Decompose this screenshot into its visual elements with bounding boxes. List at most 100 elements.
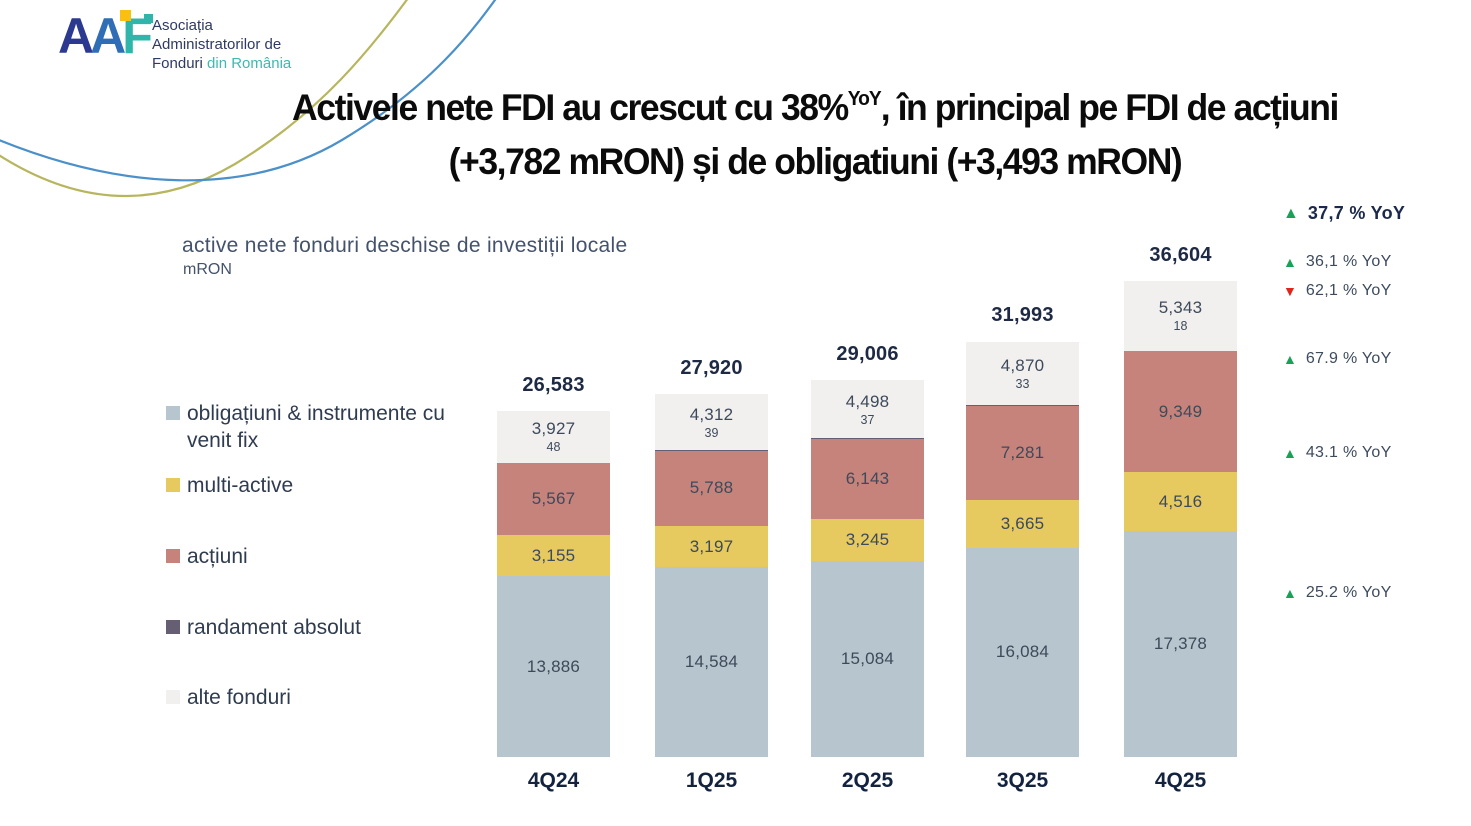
segment-value: 9,349 xyxy=(1158,401,1203,421)
bar-segment-4Q24-s2: 5,567 xyxy=(497,463,610,536)
yoy-up-icon: ▲ xyxy=(1283,585,1297,601)
logo-letters: AAF xyxy=(58,8,153,64)
bar-segment-1Q25-s0: 14,584 xyxy=(655,567,768,757)
bar-segment-3Q25-s0: 16,084 xyxy=(966,547,1079,757)
segment-value: 4,516 xyxy=(1158,491,1203,511)
bar-segment-2Q25-s0: 15,084 xyxy=(811,560,924,757)
bar-3Q25: 4,870 33 7,281 3,665 16,084 xyxy=(966,341,1079,757)
legend-swatch-multi-active xyxy=(166,478,180,492)
chart-unit-label: mRON xyxy=(183,261,232,278)
org-name-line1: Asociația xyxy=(152,17,213,34)
x-axis-label-4Q25: 4Q25 xyxy=(1154,769,1207,792)
x-axis-label-1Q25: 1Q25 xyxy=(685,769,738,792)
yoy-up-icon: ▲ xyxy=(1283,445,1297,461)
bar-segment-4Q25-s0: 17,378 xyxy=(1124,531,1237,757)
segment-value: 3,245 xyxy=(845,529,890,549)
legend-item-alte-fonduri: alte fonduri xyxy=(166,684,291,711)
bar-total-4Q24: 26,583 xyxy=(522,374,585,397)
segment-value-randament: 18 xyxy=(1173,319,1188,334)
legend-label: multi-active xyxy=(187,474,294,497)
segment-value: 17,378 xyxy=(1153,634,1208,654)
org-name: Asociația Administratorilor de Fonduri d… xyxy=(152,16,291,73)
bar-segment-4Q24-s0: 13,886 xyxy=(497,576,610,757)
segment-value: 7,281 xyxy=(1000,442,1045,462)
org-name-line3: Fonduri din România xyxy=(152,55,292,72)
bar-segment-1Q25-s1: 3,197 xyxy=(655,525,768,568)
bar-segment-4Q25-s1: 4,516 xyxy=(1124,472,1237,532)
segment-value: 3,665 xyxy=(1000,514,1045,534)
bar-4Q25: 5,343 18 9,349 4,516 17,378 xyxy=(1124,281,1237,757)
bar-total-4Q25: 36,604 xyxy=(1149,244,1212,267)
legend-swatch-actiuni xyxy=(166,549,180,563)
segment-value: 4,312 xyxy=(689,404,734,424)
legend-swatch-randament-absolut xyxy=(166,620,180,634)
yoy-annotation-alte-fonduri: ▲ 36,1 % YoY xyxy=(1283,253,1392,271)
org-name-line2: Administratorilor de xyxy=(152,36,282,53)
segment-value: 16,084 xyxy=(995,642,1050,662)
yoy-annotation-obligatiuni: ▲ 25.2 % YoY xyxy=(1283,584,1392,602)
segment-value: 15,084 xyxy=(840,648,895,668)
bar-segment-2Q25-s1: 3,245 xyxy=(811,518,924,561)
yoy-up-icon: ▲ xyxy=(1283,204,1299,222)
yoy-annotation-label: 36,1 % YoY xyxy=(1305,253,1392,270)
segment-value-randament: 48 xyxy=(546,440,561,455)
logo-yellow-tile-icon xyxy=(120,10,131,21)
yoy-annotation-label: 37,7 % YoY xyxy=(1307,203,1406,223)
bar-1Q25: 4,312 39 5,788 3,197 14,584 xyxy=(655,394,768,757)
segment-value: 3,155 xyxy=(531,545,576,565)
bar-segment-1Q25-s4: 4,312 39 xyxy=(655,394,768,451)
bar-segment-3Q25-s1: 3,665 xyxy=(966,500,1079,548)
bar-total-2Q25: 29,006 xyxy=(836,342,899,365)
segment-value: 5,567 xyxy=(531,489,576,509)
bar-2Q25: 4,498 37 6,143 3,245 15,084 xyxy=(811,379,924,757)
logo-teal-tile-icon xyxy=(144,14,153,23)
chart-title: active nete fonduri deschise de investiț… xyxy=(182,234,628,257)
segment-value: 5,343 xyxy=(1158,298,1203,318)
bar-segment-2Q25-s2: 6,143 xyxy=(811,438,924,519)
bar-4Q24: 3,927 48 5,567 3,155 13,886 xyxy=(497,411,610,757)
bar-total-3Q25: 31,993 xyxy=(991,304,1054,327)
segment-value: 4,870 xyxy=(1000,356,1045,376)
aaf-logo: AAF xyxy=(58,8,153,64)
segment-value: 4,498 xyxy=(845,391,890,411)
yoy-down-icon: ▼ xyxy=(1283,283,1297,299)
yoy-annotation-label: 62,1 % YoY xyxy=(1305,282,1392,299)
legend-item-obligatiuni: obligațiuni & instrumente cu venit fix xyxy=(166,400,479,454)
legend-item-randament-absolut: randament absolut xyxy=(166,614,361,641)
x-axis-label-4Q24: 4Q24 xyxy=(527,769,580,792)
yoy-up-icon: ▲ xyxy=(1283,351,1297,367)
legend-swatch-obligatiuni xyxy=(166,406,180,420)
bar-segment-2Q25-s4: 4,498 37 xyxy=(811,379,924,439)
yoy-annotation-actiuni: ▲ 67.9 % YoY xyxy=(1283,350,1392,368)
segment-value: 3,197 xyxy=(689,536,734,556)
segment-value-randament: 39 xyxy=(704,425,719,440)
page-title-line2: (+3,782 mRON) și de obligatiuni (+3,493 … xyxy=(448,141,1183,182)
x-axis-label-3Q25: 3Q25 xyxy=(996,769,1049,792)
legend-label: acțiuni xyxy=(187,545,248,568)
bar-segment-1Q25-s3 xyxy=(655,450,768,451)
segment-value-randament: 33 xyxy=(1015,377,1030,392)
segment-value: 5,788 xyxy=(689,478,734,498)
yoy-annotation-total: ▲ 37,7 % YoY xyxy=(1283,203,1405,224)
bar-segment-3Q25-s4: 4,870 33 xyxy=(966,341,1079,406)
bar-segment-4Q24-s1: 3,155 xyxy=(497,535,610,577)
yoy-up-icon: ▲ xyxy=(1283,254,1297,270)
segment-value: 3,927 xyxy=(531,419,576,439)
page-title: Activele nete FDI au crescut cu 38%YoY, … xyxy=(215,72,1415,189)
yoy-annotation-label: 67.9 % YoY xyxy=(1305,350,1392,367)
segment-value-randament: 37 xyxy=(860,412,875,427)
yoy-superscript: YoY xyxy=(847,88,882,110)
x-axis-label-2Q25: 2Q25 xyxy=(841,769,894,792)
bar-segment-4Q24-s3 xyxy=(497,462,610,464)
legend-item-multi-active: multi-active xyxy=(166,472,293,499)
bar-segment-4Q25-s4: 5,343 18 xyxy=(1124,281,1237,351)
yoy-annotation-randament-absolut: ▼ 62,1 % YoY xyxy=(1283,282,1392,300)
legend-item-actiuni: acțiuni xyxy=(166,543,248,570)
yoy-annotation-label: 43.1 % YoY xyxy=(1305,444,1392,461)
segment-value: 6,143 xyxy=(845,468,890,488)
legend-label: alte fonduri xyxy=(187,686,291,709)
bar-segment-3Q25-s2: 7,281 xyxy=(966,405,1079,501)
yoy-annotation-label: 25.2 % YoY xyxy=(1305,584,1392,601)
bar-total-1Q25: 27,920 xyxy=(680,357,743,380)
